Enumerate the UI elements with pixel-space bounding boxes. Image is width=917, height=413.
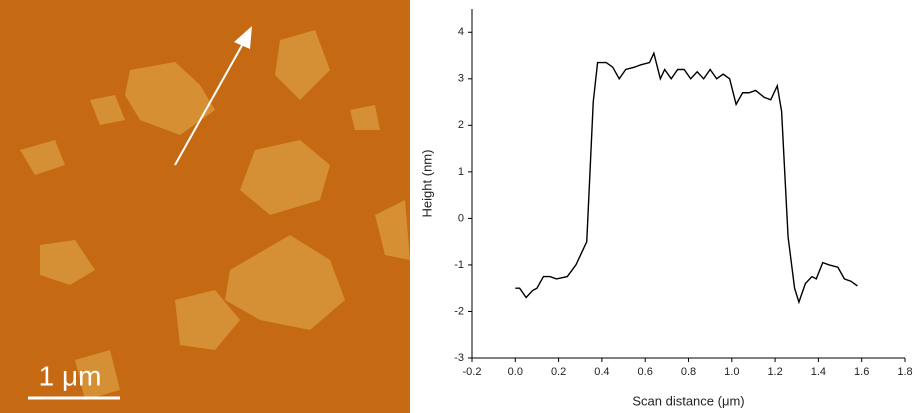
x-tick-label: 1.0 (724, 366, 739, 378)
afm-background (0, 0, 410, 413)
scale-bar-label: 1 μm (39, 360, 102, 391)
x-tick-label: 1.4 (811, 366, 826, 378)
x-tick-label: 1.2 (767, 366, 782, 378)
x-tick-label: 0.4 (594, 366, 609, 378)
afm-image: 1 μm (0, 0, 410, 413)
x-tick-label: 1.6 (854, 366, 869, 378)
x-tick-label: -0.2 (463, 366, 482, 378)
x-tick-label: 0.6 (638, 366, 653, 378)
y-axis-label: Height (nm) (419, 150, 434, 218)
arrow-head (234, 26, 252, 49)
y-tick-label: -2 (454, 305, 464, 317)
line-chart: -3 -2 -1 0 1 2 3 4 -0.2 0.0 0.2 0.4 0.6 0.8 1.0 1.2 1.4 1… (419, 9, 913, 408)
y-tick-label: -3 (454, 352, 464, 364)
y-tick-label: 4 (458, 26, 464, 38)
data-line (515, 51, 858, 305)
flakes (20, 30, 410, 400)
x-tick-label: 0.8 (681, 366, 696, 378)
scan-arrow (174, 39, 246, 166)
y-tick-label: 1 (458, 166, 464, 178)
x-tick-label: 0.2 (551, 366, 566, 378)
x-tick-label: 0.0 (508, 366, 523, 378)
y-tick-label: 0 (458, 212, 464, 224)
x-axis-label: Scan distance (μm) (632, 393, 744, 408)
y-tick-label: 2 (458, 119, 464, 131)
y-tick-label: -1 (454, 259, 464, 271)
x-tick-label: 1.8 (897, 366, 912, 378)
y-tick-label: 3 (458, 73, 464, 85)
